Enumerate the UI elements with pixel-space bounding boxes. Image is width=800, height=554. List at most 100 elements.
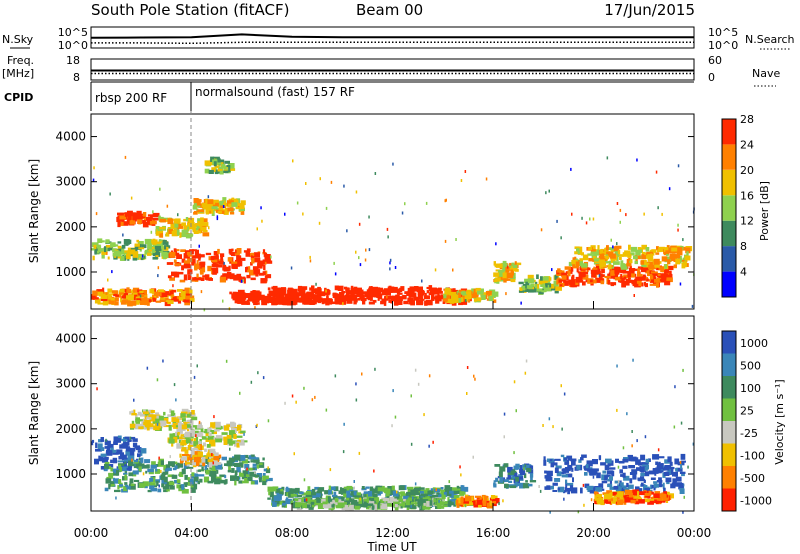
p4-data-cell [372,494,378,499]
p4-data-cell [149,482,156,486]
p4-data-speck [353,480,355,483]
p4-data-cell [447,497,450,502]
p4-data-cell [341,501,348,505]
p4-data-cell [91,441,94,446]
p3-data-cell [337,285,344,291]
p3-data-cell [638,249,642,253]
p4-data-cell [184,413,189,416]
p3-data-cell [309,302,315,305]
p4-data-cell [119,452,124,458]
p4-data-speck [156,422,159,426]
p3-data-cell [638,276,645,281]
p4-data-cell [195,432,201,437]
p3-data-speck [434,268,437,272]
p3-data-speck [520,301,522,305]
p4-data-speck [448,480,450,484]
p4-data-cell [150,464,157,469]
p4-data-cell [667,469,674,475]
p4-data-cell [640,454,646,461]
p4-data-cell [107,443,114,449]
p3-data-cell [391,286,398,293]
p4-data-speck [211,453,213,456]
p4-data-cell [172,467,177,471]
p4-data-cell [453,490,460,494]
p3-data-cell [229,291,232,295]
p3-data-cell [273,290,278,295]
p3-data-cell [167,300,174,304]
p3-data-cell [187,271,193,275]
p4-data-cell [209,448,216,454]
p4-data-cell [366,493,372,500]
p4-data-cell [600,462,606,466]
p4-data-cell [145,470,148,474]
p4-data-cell [329,498,335,502]
p4-data-cell [460,501,464,504]
p4-data-cell [180,443,183,448]
p3-data-cell [175,218,180,222]
p3-data-cell [526,285,533,289]
p3-data-cell [189,295,195,301]
p4-data-cell [116,470,120,476]
p3-data-cell [410,292,417,298]
p3-data-cell [601,268,605,274]
p3-data-cell [127,294,135,298]
p3-data-cell [138,241,144,247]
p3-data-cell [233,274,240,281]
p4-data-cell [215,462,222,465]
p3-data-speck [421,279,423,283]
p4-data-cell [561,469,568,472]
p3-data-speck [389,267,391,271]
p4-data-cell [210,460,218,466]
p3-data-cell [243,277,246,284]
p4-data-cell [658,482,662,488]
p4-data-cell [405,499,410,506]
p3-data-cell [416,299,423,306]
p4-data-cell [557,486,565,493]
p3-data-cell [627,252,635,256]
p4-data-speck [674,385,676,389]
p3-data-cell [132,255,138,261]
p4-data-speck [146,459,148,463]
p3-data-cell [640,266,647,273]
p3-data-cell [312,290,315,296]
p3-data-cell [477,290,484,295]
p4-data-cell [442,494,446,499]
p4-data-cell [129,483,136,490]
p4-data-speck [644,435,647,439]
p3-data-cell [228,265,231,271]
p3-data-cell [368,301,375,305]
p3-data-cell [120,297,123,303]
p3-data-cell [389,295,394,300]
p4-data-cell [461,486,469,492]
p4-data-cell [252,463,258,467]
p3-data-cell [336,293,341,297]
p4-data-cell [545,477,553,482]
p4-data-cell [472,500,475,503]
p3-data-cell [358,289,364,296]
p4-data-speck [198,420,201,424]
p4-data-speck [632,358,634,362]
p3-data-cell [511,262,515,266]
p4-data-cell [155,468,158,472]
p3-data-cell [161,292,168,298]
p4-data-cell [151,476,156,479]
p3-data-cell [604,275,611,279]
p4-data-cell [601,480,608,484]
p3-data-cell [180,232,187,238]
p4-data-cell [619,469,623,474]
p3-data-cell [231,263,238,269]
p4-data-cell [229,441,236,444]
p4-data-cell [176,443,182,449]
p3-data-cell [180,290,186,297]
p3-data-cell [121,296,127,299]
p3-data-cell [167,218,174,225]
p4-data-speck [342,450,345,454]
p3-data-cell [248,266,251,272]
p4-data-cell [363,498,369,502]
p4-data-cell [125,450,133,456]
p3-data-cell [142,220,146,224]
p4-data-speck [666,494,669,498]
p4-data-cell [277,496,282,500]
p4-data-cell [186,482,193,486]
p4-data-cell [215,435,223,439]
